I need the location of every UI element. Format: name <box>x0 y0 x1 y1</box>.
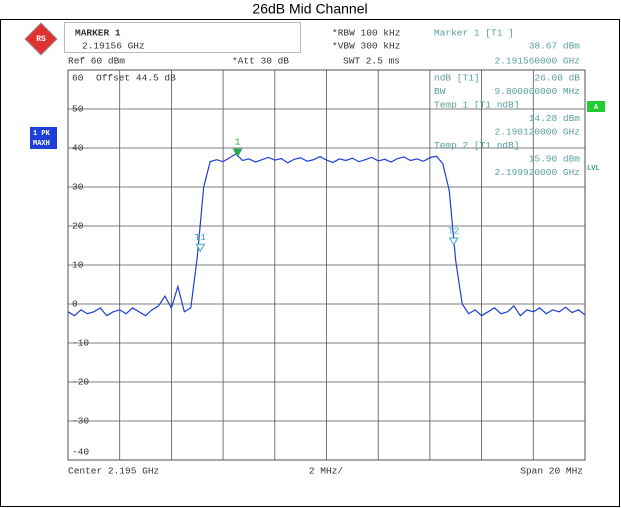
y-tick-label: 20 <box>72 221 84 232</box>
readout: 15.90 dBm <box>529 154 581 165</box>
readout: ndB [T1] <box>434 73 480 84</box>
readout: Temp 1 [T1 ndB] <box>434 100 520 111</box>
y-tick-label: 30 <box>72 182 84 193</box>
trace-badge <box>30 127 57 149</box>
readout: 14.28 dBm <box>529 113 581 124</box>
readout: 9.800000000 MHz <box>494 86 580 97</box>
y-tick-label: 0 <box>72 299 78 310</box>
y-tick-label: 50 <box>72 104 84 115</box>
marker-freq: 2.19156 GHz <box>82 41 145 52</box>
rbw: *RBW 100 kHz <box>332 28 400 39</box>
readout: 2.190120000 GHz <box>494 127 580 138</box>
readout: Temp 2 [T1 ndB] <box>434 140 520 151</box>
badge <box>587 101 605 112</box>
y-tick-label: 60 <box>72 73 84 84</box>
trace-mode: 1 PK <box>33 130 51 138</box>
trace-mode: MAXH <box>33 140 50 148</box>
marker-title: MARKER 1 <box>75 28 121 39</box>
readout: 38.67 dBm <box>529 41 581 52</box>
svg-text:RS: RS <box>36 35 46 44</box>
marker <box>232 148 243 158</box>
ref-level: Ref 60 dBm <box>68 56 125 67</box>
marker-box <box>64 22 301 53</box>
y-tick-label: -10 <box>72 338 89 349</box>
readout: BW <box>434 86 446 97</box>
div: 2 MHz/ <box>309 466 344 477</box>
logo: RS <box>24 22 58 56</box>
vbw: *VBW 300 kHz <box>332 41 400 52</box>
readout: 2.199920000 GHz <box>494 167 580 178</box>
y-tick-label: -40 <box>72 447 89 458</box>
center: Center 2.195 GHz <box>68 466 159 477</box>
sweep-time: SWT 2.5 ms <box>343 56 400 67</box>
frame <box>0 19 620 507</box>
offset: Offset 44.5 dB <box>96 73 176 84</box>
y-tick-label: 10 <box>72 260 84 271</box>
readout: Marker 1 [T1 ] <box>434 28 514 39</box>
y-tick-label: 40 <box>72 143 84 154</box>
badge-label: A <box>594 104 599 112</box>
span: Span 20 MHz <box>520 466 583 477</box>
y-tick-label: -20 <box>72 377 89 388</box>
readout: 2.191560000 GHz <box>494 56 580 67</box>
marker <box>195 243 206 253</box>
trace <box>67 153 586 317</box>
marker-label: T2 <box>448 226 460 237</box>
marker-label: T1 <box>195 232 207 243</box>
lvl-label: LVL <box>587 165 600 173</box>
readout: 26.00 dB <box>534 73 580 84</box>
attenuation: *Att 30 dB <box>232 56 289 67</box>
y-tick-label: -30 <box>72 416 89 427</box>
marker-label: 1 <box>235 137 241 148</box>
chart-title: 26dB Mid Channel <box>252 1 367 17</box>
marker <box>448 237 459 246</box>
